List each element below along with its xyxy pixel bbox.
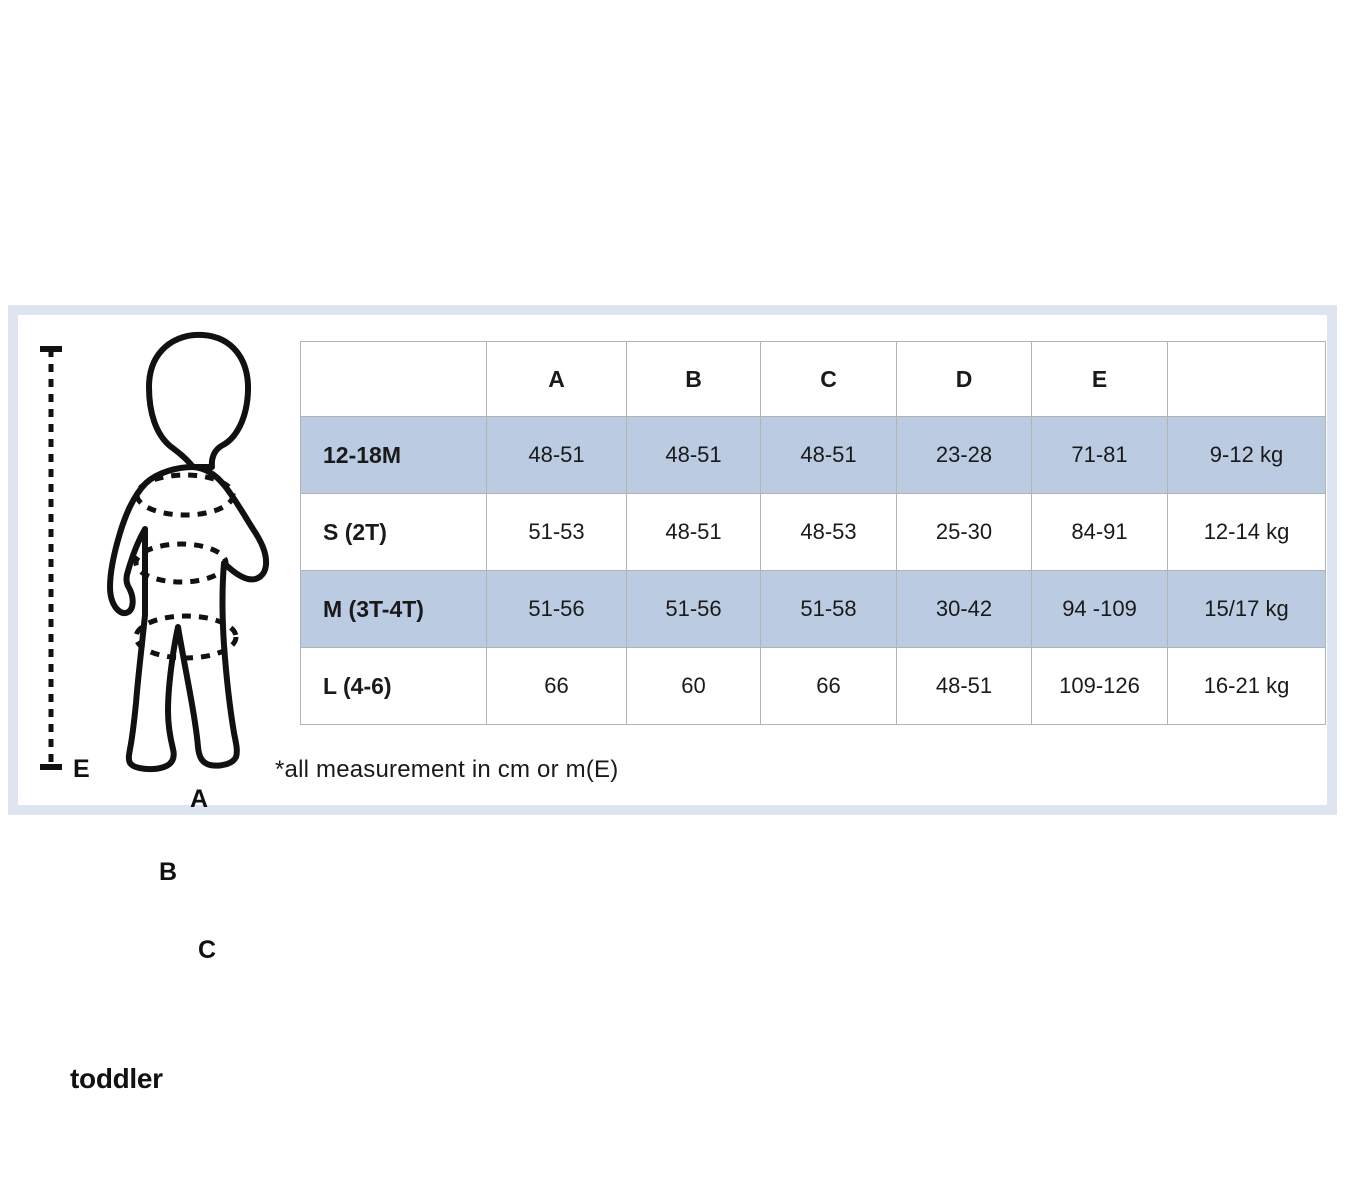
table-header: A B C D E xyxy=(300,341,1326,417)
waist-mark-label: B xyxy=(159,858,178,886)
row-size-label: L (4-6) xyxy=(300,647,487,725)
measurement-footnote: *all measurement in cm or m(E) xyxy=(275,756,619,783)
cell-c: 66 xyxy=(760,647,897,725)
cell-d: 48-51 xyxy=(896,647,1032,725)
cell-weight: 16-21 kg xyxy=(1167,647,1326,725)
cell-b: 51-56 xyxy=(626,570,761,648)
cell-a: 66 xyxy=(486,647,627,725)
hip-measure-ellipse xyxy=(133,613,239,661)
row-size-label: S (2T) xyxy=(300,493,487,571)
cell-a: 51-56 xyxy=(486,570,627,648)
waist-measure-ellipse xyxy=(133,541,229,585)
cell-e: 71-81 xyxy=(1031,416,1168,494)
table-header-row: A B C D E xyxy=(300,341,1326,417)
figure-caption: toddler xyxy=(70,1063,163,1094)
table-body: 12-18M 48-51 48-51 48-51 23-28 71-81 9-1… xyxy=(300,416,1326,725)
chest-measure-ellipse xyxy=(134,472,236,518)
header-size xyxy=(300,341,487,417)
chest-mark-label: A xyxy=(190,785,209,813)
measurement-table: A B C D E 12-18M 48-51 48-51 48-51 23-2 xyxy=(300,341,1326,725)
cell-c: 51-58 xyxy=(760,570,897,648)
header-c: C xyxy=(760,341,897,417)
table-row: M (3T-4T) 51-56 51-56 51-58 30-42 94 -10… xyxy=(300,570,1326,648)
toddler-figure-panel: E A B C toddler xyxy=(18,315,290,1094)
cell-weight: 12-14 kg xyxy=(1167,493,1326,571)
header-e: E xyxy=(1031,341,1168,417)
cell-c: 48-51 xyxy=(760,416,897,494)
size-chart-card: E A B C toddler A B C D xyxy=(8,305,1337,1094)
cell-e: 94 -109 xyxy=(1031,570,1168,648)
table-row: 12-18M 48-51 48-51 48-51 23-28 71-81 9-1… xyxy=(300,416,1326,494)
size-chart-card-inner: E A B C toddler A B C D xyxy=(18,315,1327,1094)
table-row: S (2T) 51-53 48-51 48-53 25-30 84-91 12-… xyxy=(300,493,1326,571)
cell-weight: 15/17 kg xyxy=(1167,570,1326,648)
hip-mark-label: C xyxy=(198,936,217,964)
measurement-ellipses xyxy=(133,472,239,661)
toddler-body-outline xyxy=(107,331,270,773)
cell-b: 60 xyxy=(626,647,761,725)
header-weight xyxy=(1167,341,1326,417)
toddler-figure-illustration xyxy=(40,331,270,773)
table-row: L (4-6) 66 60 66 48-51 109-126 16-21 kg xyxy=(300,647,1326,725)
cell-weight: 9-12 kg xyxy=(1167,416,1326,494)
header-b: B xyxy=(626,341,761,417)
header-d: D xyxy=(896,341,1032,417)
row-size-label: M (3T-4T) xyxy=(300,570,487,648)
measurement-table-wrapper: A B C D E 12-18M 48-51 48-51 48-51 23-2 xyxy=(300,341,1326,725)
header-a: A xyxy=(486,341,627,417)
cell-d: 23-28 xyxy=(896,416,1032,494)
cell-b: 48-51 xyxy=(626,416,761,494)
height-axis-label: E xyxy=(73,755,91,783)
cell-b: 48-51 xyxy=(626,493,761,571)
cell-d: 25-30 xyxy=(896,493,1032,571)
row-size-label: 12-18M xyxy=(300,416,487,494)
cell-d: 30-42 xyxy=(896,570,1032,648)
cell-c: 48-53 xyxy=(760,493,897,571)
cell-e: 84-91 xyxy=(1031,493,1168,571)
cell-a: 48-51 xyxy=(486,416,627,494)
height-measure-line xyxy=(40,346,62,770)
cell-e: 109-126 xyxy=(1031,647,1168,725)
cell-a: 51-53 xyxy=(486,493,627,571)
